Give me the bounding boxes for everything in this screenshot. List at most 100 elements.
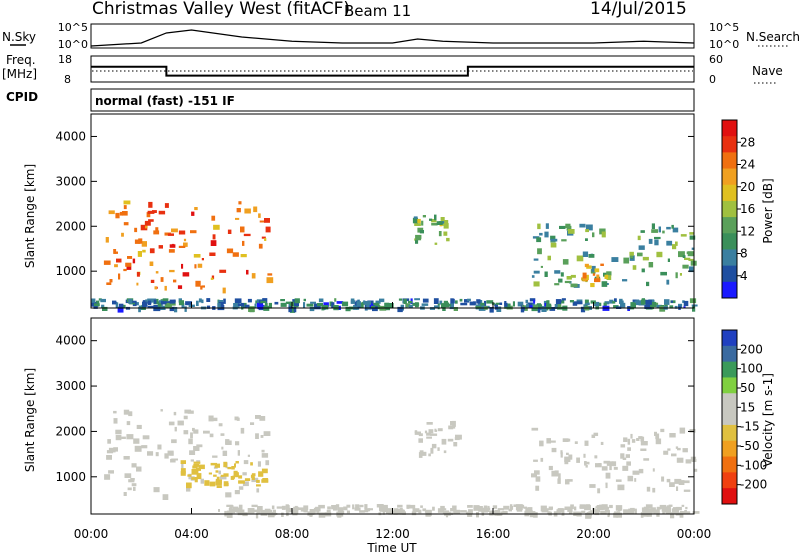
data-cell [218, 302, 224, 308]
data-cell [147, 210, 155, 214]
data-cell [546, 300, 550, 306]
data-cell [594, 509, 600, 516]
xtick-label: 12:00 [375, 527, 410, 541]
data-cell [262, 298, 268, 303]
data-cell [504, 302, 508, 307]
data-cell [123, 222, 129, 226]
data-cell [659, 306, 666, 312]
data-cell [533, 299, 536, 304]
data-cell [539, 232, 543, 236]
data-cell [145, 299, 148, 304]
data-cell [323, 302, 329, 307]
data-cell [216, 476, 220, 481]
data-cell [551, 447, 557, 453]
data-cell [133, 438, 140, 444]
data-cell [191, 211, 195, 216]
data-cell [195, 280, 201, 287]
data-cell [674, 305, 678, 309]
colorbar-tick-label: 24 [740, 158, 755, 172]
data-cell [124, 473, 132, 478]
data-cell [331, 302, 335, 308]
data-cell [561, 239, 567, 242]
data-cell [158, 300, 163, 306]
data-cell [584, 440, 589, 446]
data-cell [443, 231, 448, 236]
data-cell [218, 423, 223, 427]
data-cell [240, 254, 247, 258]
data-cell [434, 214, 437, 221]
data-cell [259, 416, 266, 421]
data-cell [654, 509, 660, 514]
data-cell [107, 439, 111, 444]
data-cell [160, 409, 163, 412]
data-cell [414, 238, 417, 241]
data-cell [382, 509, 385, 515]
colorbar-swatch [722, 265, 737, 283]
data-cell [527, 507, 533, 511]
data-cell [345, 306, 351, 312]
data-cell [660, 271, 667, 276]
cpid-panel [90, 88, 695, 112]
data-cell [584, 303, 590, 306]
data-cell [339, 509, 342, 513]
data-cell [162, 298, 169, 302]
data-cell [629, 255, 633, 258]
data-cell [441, 438, 447, 445]
beam-label: Beam 11 [344, 2, 411, 20]
data-cell [260, 435, 264, 438]
nave-tick-top: 60 [709, 53, 723, 66]
data-cell [684, 510, 687, 513]
data-cell [113, 410, 117, 414]
data-cell [281, 512, 284, 517]
data-cell [225, 439, 230, 445]
data-cell [594, 268, 600, 273]
data-cell [443, 302, 450, 308]
data-cell [100, 298, 106, 303]
data-cell [338, 507, 344, 513]
data-cell [411, 511, 417, 516]
data-cell [116, 258, 122, 263]
data-cell [535, 476, 541, 482]
colorbar-swatch [722, 456, 737, 473]
colorbar-swatch [722, 440, 737, 458]
data-cell [114, 264, 118, 268]
data-cell [418, 509, 422, 514]
data-cell [123, 492, 127, 496]
data-cell [693, 468, 698, 472]
data-cell [623, 509, 630, 514]
data-cell [495, 302, 500, 305]
data-cell [541, 509, 549, 513]
data-cell [234, 463, 236, 468]
data-cell [190, 230, 197, 234]
data-cell [685, 506, 688, 510]
data-cell [118, 303, 124, 309]
data-cell [115, 435, 122, 441]
data-cell [251, 273, 256, 279]
data-cell [229, 506, 233, 510]
data-cell [619, 300, 624, 304]
data-cell [449, 303, 454, 310]
data-cell [412, 217, 418, 224]
data-cell [221, 446, 224, 450]
data-cell [128, 298, 133, 304]
data-cell [674, 478, 682, 484]
data-cell [529, 298, 536, 302]
data-cell [196, 444, 203, 448]
data-cell [569, 300, 574, 303]
data-cell [558, 278, 563, 283]
data-cell [123, 456, 130, 460]
data-cell [206, 305, 211, 309]
data-cell [181, 263, 184, 269]
data-cell [235, 441, 240, 446]
data-cell [450, 508, 457, 512]
data-cell [115, 302, 119, 308]
data-cell [127, 256, 133, 259]
data-cell [314, 303, 321, 310]
data-cell [303, 509, 308, 513]
data-cell [123, 200, 131, 205]
data-cell [592, 273, 596, 276]
data-cell [171, 439, 177, 444]
data-cell [626, 461, 631, 466]
data-cell [212, 234, 216, 240]
data-cell [101, 304, 105, 309]
